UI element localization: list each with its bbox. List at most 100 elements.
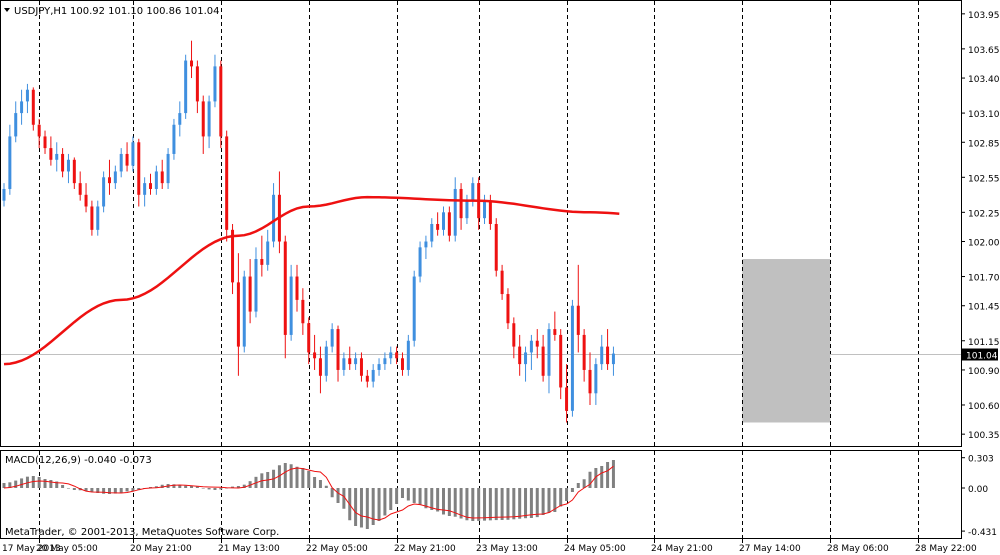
vertical-separators [39, 1, 919, 538]
macd-bar [172, 484, 176, 488]
candle-body [213, 66, 217, 102]
candle-body [565, 387, 569, 411]
candle-body [453, 188, 457, 236]
macd-bar [371, 488, 375, 525]
macd-bar [125, 488, 129, 492]
macd-bar [277, 465, 281, 488]
macd-bar [611, 460, 615, 488]
candle-body [412, 276, 416, 341]
candle-body [195, 66, 199, 102]
price-tick-label: 102.85 [968, 139, 1000, 149]
candle-body [459, 188, 463, 219]
candle-body [66, 159, 70, 172]
time-tick-label: 28 May 22:00 [915, 544, 977, 554]
macd-bar [236, 486, 240, 488]
price-tick-label: 102.25 [968, 209, 1000, 219]
macd-bar [107, 488, 111, 494]
candle-body [225, 136, 229, 230]
macd-bar [512, 488, 516, 520]
candle-body [283, 241, 287, 335]
candle-body [149, 183, 152, 189]
candle-body [107, 177, 111, 184]
candle-body [518, 346, 522, 365]
macd-bar [477, 488, 481, 521]
candle-body [553, 329, 557, 335]
macd-bar [559, 488, 563, 507]
macd-bar [570, 488, 574, 492]
main-chart-frame [0, 0, 962, 447]
macd-bar [61, 485, 65, 488]
macd-tick-label: -0.431 [968, 528, 997, 538]
candle-body [377, 364, 381, 370]
candle-body [143, 183, 147, 195]
macd-bar [2, 483, 6, 488]
time-tick-label: 28 May 06:00 [827, 544, 889, 554]
price-axis: 103.95 103.65 103.40 103.10 102.85 102.55 102.… [961, 11, 1000, 441]
macd-bar [137, 488, 141, 490]
dropdown-triangle-icon[interactable] [4, 8, 10, 12]
time-tick-label: 24 May 21:00 [651, 544, 713, 554]
macd-bar [359, 488, 363, 528]
candle-body [600, 346, 604, 365]
candle-body [529, 340, 533, 353]
macd-bar [400, 488, 404, 498]
macd-bar [471, 488, 475, 521]
candle-body [8, 136, 12, 189]
candle-body [266, 241, 270, 265]
macd-bar [365, 488, 369, 529]
macd-bar [483, 488, 487, 521]
candle-body [365, 375, 369, 382]
macd-bar [594, 468, 598, 488]
time-tick-label: 24 May 05:00 [564, 544, 626, 554]
candle-body [61, 153, 65, 172]
price-tick-label: 100.35 [968, 431, 1000, 441]
candles [2, 40, 615, 423]
candle-body [582, 334, 586, 370]
macd-bar [225, 488, 229, 489]
macd-tick-label: 0.303 [968, 455, 994, 465]
ma-line [3, 195, 620, 366]
candle-body [207, 101, 211, 137]
price-tick-label: 101.45 [968, 303, 1000, 313]
copyright-label: MetaTrader, © 2001-2013, MetaQuotes Soft… [5, 527, 279, 538]
macd-bar [606, 462, 610, 488]
macd-bar [529, 488, 533, 518]
price-tick-label: 102.00 [968, 239, 1000, 249]
candle-body [342, 358, 346, 370]
ohlc-label: 100.92 101.10 100.86 101.04 [70, 6, 220, 17]
macd-bar [190, 486, 194, 488]
candle-body [190, 60, 194, 67]
candle-body [430, 224, 434, 242]
macd-bar [518, 488, 522, 519]
macd-bar [20, 478, 24, 488]
candle-body [137, 142, 141, 195]
macd-bar [506, 488, 510, 520]
candle-body [49, 148, 53, 160]
candle-body [154, 171, 158, 189]
time-tick-label: 20 May 21:00 [130, 544, 192, 554]
candle-body [125, 153, 129, 166]
candle-body [611, 353, 615, 365]
highlight-layer [742, 259, 831, 423]
macd-bar [377, 488, 381, 521]
macd-bar [307, 471, 311, 488]
candle-body [219, 66, 223, 137]
macd-bar [600, 466, 604, 488]
macd-bar [96, 488, 100, 493]
price-tick-label: 100.90 [968, 367, 1000, 377]
candle-body [231, 229, 235, 283]
candle-body [260, 259, 264, 265]
macd-bar [436, 488, 440, 512]
macd-bar [66, 488, 70, 489]
macd-bar [301, 468, 305, 488]
macd-bar [213, 488, 217, 490]
macd-bar [459, 488, 463, 519]
candle-body [524, 352, 528, 365]
candle-body [272, 194, 276, 242]
candle-body [471, 183, 475, 201]
macd-bar [207, 488, 211, 490]
macd-bar [113, 488, 117, 494]
macd-bar [330, 488, 334, 498]
macd-bar [178, 485, 182, 488]
